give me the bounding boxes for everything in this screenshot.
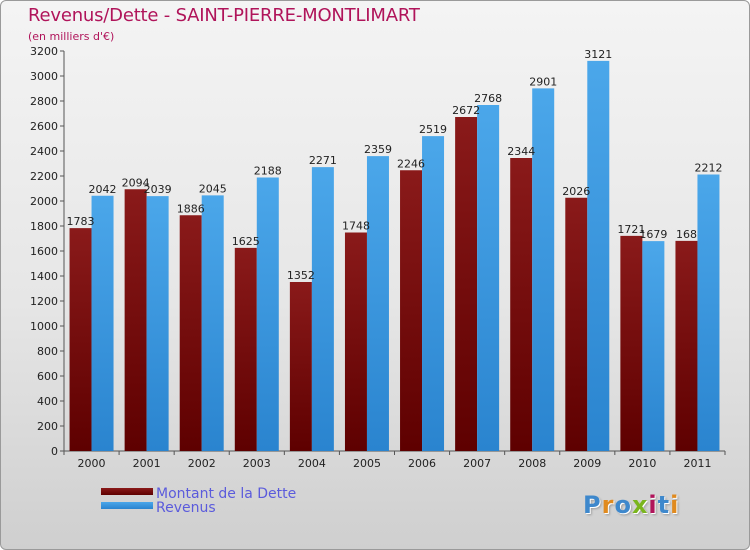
legend-swatch-revenus — [101, 502, 153, 509]
value-label-dette: 1748 — [342, 220, 370, 233]
logo-letter: t — [657, 491, 671, 519]
x-tick-label: 2005 — [353, 457, 381, 470]
x-tick-label: 2007 — [463, 457, 491, 470]
value-label-revenus: 2042 — [89, 183, 117, 196]
x-tick-label: 2011 — [683, 457, 711, 470]
x-tick-label: 2010 — [628, 457, 656, 470]
proxiti-logo: Proxiti — [583, 491, 679, 519]
y-tick-label: 1200 — [30, 295, 58, 308]
value-label-revenus: 2188 — [254, 165, 282, 178]
axes: 0 200 400 600 800 1000 1200 1400 1600 1800 2000 220… — [30, 45, 726, 470]
value-label-dette: 2672 — [452, 104, 480, 117]
y-tick-label: 1600 — [30, 245, 58, 258]
x-tick-label: 2009 — [573, 457, 601, 470]
bar-dette — [455, 117, 478, 451]
value-label-dette: 2246 — [397, 157, 425, 170]
value-label-revenus: 2039 — [144, 183, 172, 196]
value-label-revenus: 2519 — [419, 123, 447, 136]
value-label-revenus: 2768 — [474, 92, 502, 105]
bars — [69, 60, 720, 451]
y-tick-label: 400 — [37, 395, 58, 408]
x-tick-label: 2004 — [298, 457, 326, 470]
y-tick-label: 3000 — [30, 70, 58, 83]
chart-title: Revenus/Dette - SAINT-PIERRE-MONTLIMART — [28, 5, 420, 26]
value-label-revenus: 2212 — [694, 162, 722, 175]
bar-dette — [565, 197, 588, 451]
bar-revenus — [532, 88, 555, 451]
x-tick-label: 2001 — [133, 457, 161, 470]
bar-revenus — [477, 105, 500, 451]
y-tick-label: 2600 — [30, 120, 58, 133]
value-label-dette: 1352 — [287, 269, 315, 282]
y-tick-label: 200 — [37, 420, 58, 433]
bar-revenus — [642, 241, 665, 451]
value-label-dette: 1625 — [232, 235, 260, 248]
value-label-revenus: 2271 — [309, 154, 337, 167]
bar-dette — [400, 170, 423, 451]
value-label-dette: 1886 — [177, 202, 205, 215]
bar-revenus — [697, 174, 720, 451]
bar-revenus — [587, 60, 610, 451]
y-tick-label: 1800 — [30, 220, 58, 233]
value-label-dette: 1783 — [67, 215, 95, 228]
bar-dette — [620, 235, 643, 451]
x-tick-label: 2003 — [243, 457, 271, 470]
logo-letter: P — [583, 491, 602, 519]
y-tick-label: 2000 — [30, 195, 58, 208]
logo-letter: r — [601, 491, 615, 519]
bar-revenus — [201, 195, 224, 451]
y-tick-label: 1400 — [30, 270, 58, 283]
bar-dette — [675, 240, 698, 451]
bar-revenus — [256, 177, 279, 451]
value-label-revenus: 3121 — [584, 48, 612, 61]
y-tick-label: 2400 — [30, 145, 58, 158]
chart-subtitle: (en milliers d'€) — [28, 30, 115, 43]
bar-dette — [510, 158, 533, 451]
legend-label-dette: Montant de la Dette — [156, 486, 297, 502]
y-tick-label: 2200 — [30, 170, 58, 183]
bar-dette — [124, 189, 147, 451]
bar-revenus — [91, 195, 114, 451]
bar-dette — [179, 215, 202, 451]
bar-revenus — [422, 136, 445, 451]
value-label-revenus: 2045 — [199, 182, 227, 195]
x-tick-label: 2008 — [518, 457, 546, 470]
y-tick-label: 600 — [37, 370, 58, 383]
bar-dette — [234, 247, 257, 451]
bar-revenus — [366, 156, 389, 451]
value-label-dette: 2344 — [507, 145, 535, 158]
value-label-revenus: 2901 — [529, 75, 557, 88]
value-label-dette: 168 — [676, 228, 697, 241]
value-label-dette: 2094 — [122, 176, 150, 189]
value-label-dette: 2026 — [562, 185, 590, 198]
logo-letter: o — [614, 491, 632, 519]
logo-letter: i — [648, 491, 658, 519]
bar-revenus — [311, 167, 334, 451]
bar-revenus — [146, 196, 169, 451]
y-tick-label: 2800 — [30, 95, 58, 108]
legend-label-revenus: Revenus — [156, 500, 216, 516]
x-tick-label: 2000 — [78, 457, 106, 470]
bar-dette — [344, 232, 367, 451]
x-tick-label: 2002 — [188, 457, 216, 470]
bar-dette — [69, 228, 92, 451]
logo-letter: x — [631, 491, 649, 519]
value-label-revenus: 1679 — [639, 228, 667, 241]
logo-letter: i — [670, 491, 680, 519]
value-label-dette: 1721 — [617, 223, 645, 236]
y-tick-label: 3200 — [30, 45, 58, 58]
x-tick-label: 2006 — [408, 457, 436, 470]
y-tick-label: 800 — [37, 345, 58, 358]
y-tick-label: 1000 — [30, 320, 58, 333]
bar-dette — [289, 282, 312, 451]
y-tick-label: 0 — [51, 445, 58, 458]
value-label-revenus: 2359 — [364, 143, 392, 156]
legend-swatch-dette — [101, 488, 153, 495]
